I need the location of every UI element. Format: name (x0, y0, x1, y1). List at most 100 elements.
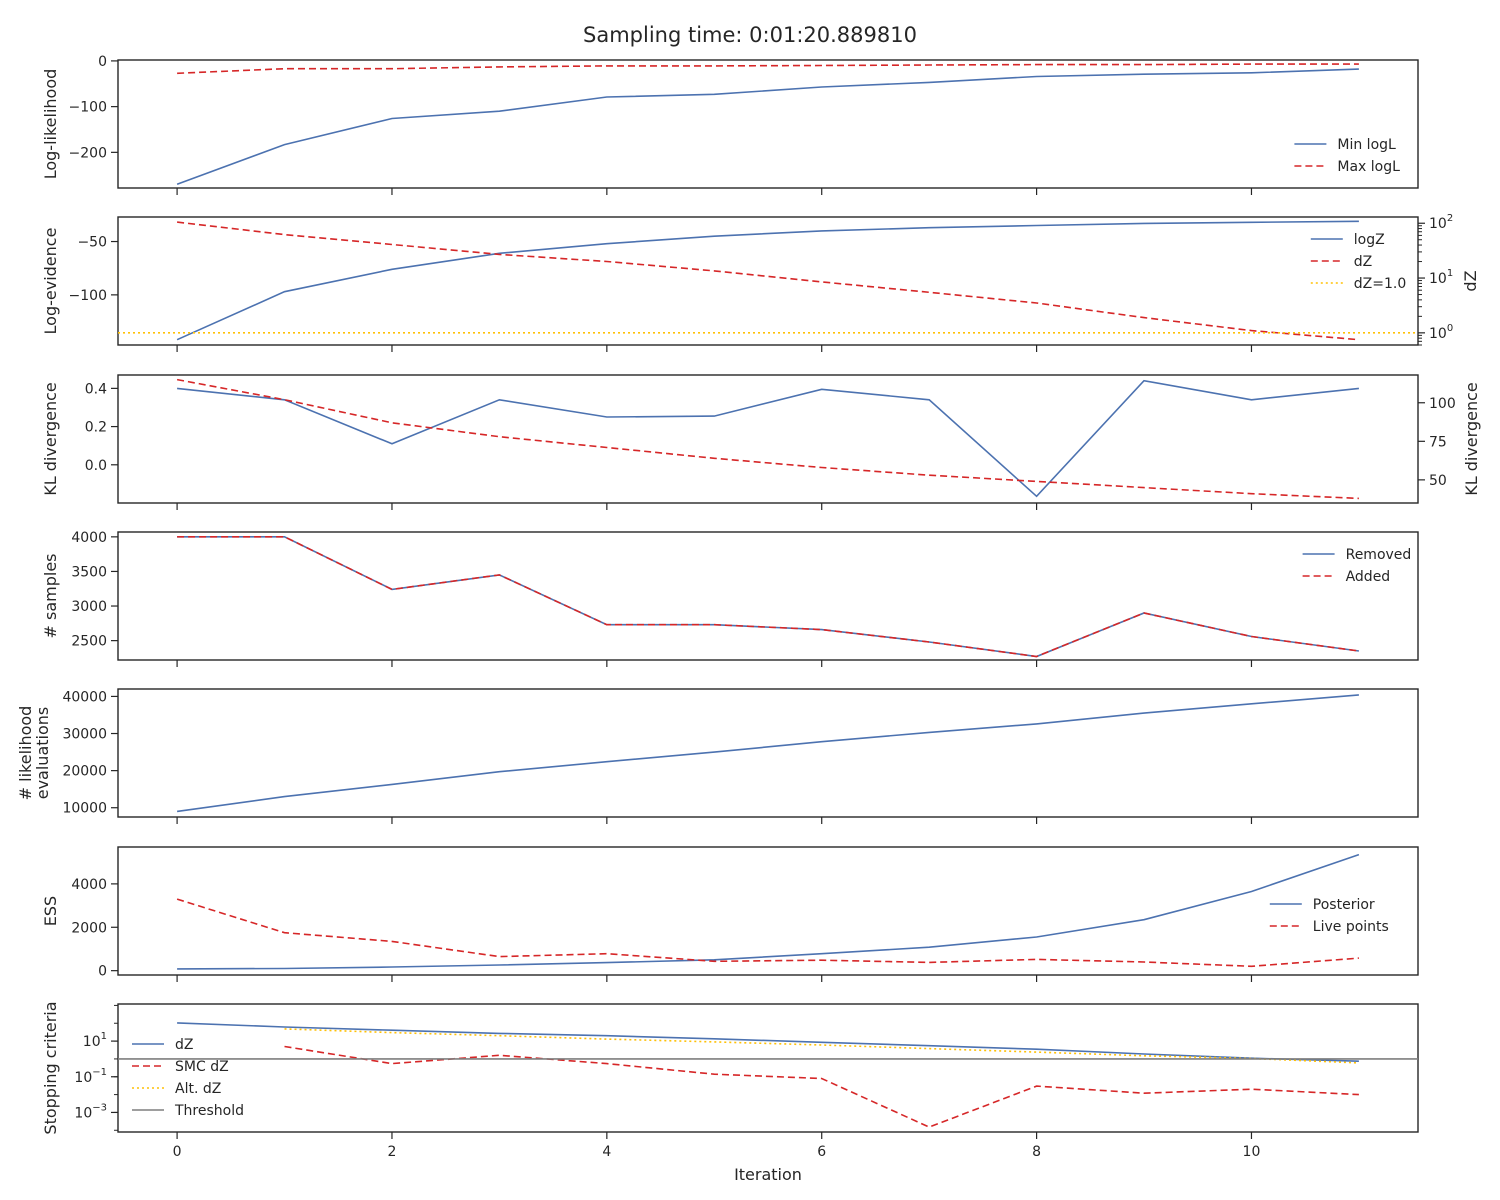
x-tick-label: 6 (817, 1144, 826, 1160)
y-axis-label: Stopping criteria (41, 1001, 60, 1134)
panel-3: 0.4 0.2 0.0 100 75 50 KL divergence KL divergen… (41, 374, 1481, 510)
x-tick-label: 8 (1032, 1144, 1041, 1160)
series-line-added (177, 535, 1360, 658)
panel-1: 0 −100 −200 Log-likelihood Min logL Max logL (41, 54, 1419, 195)
axes-frame (117, 531, 1419, 661)
x-axis-label: Iteration (734, 1165, 802, 1184)
y2-tick-label: 50 (1429, 473, 1447, 489)
y-tick-label: 0.0 (85, 458, 107, 474)
y-tick-label: 30000 (62, 727, 107, 743)
legend-label: logZ (1354, 232, 1385, 248)
series-group (176, 378, 1359, 500)
axes-frame (117, 846, 1419, 976)
legend-label: Added (1346, 569, 1391, 585)
x-tick-label: 4 (602, 1144, 611, 1160)
y-tick-label: 0.2 (85, 420, 107, 436)
y-tick-label: −200 (69, 145, 107, 161)
legend: Posterior Live points (1269, 897, 1389, 935)
y-tick-label: 0 (98, 54, 107, 70)
legend: Min logL Max logL (1294, 137, 1400, 175)
y-tick-label: 101 (83, 1031, 107, 1050)
y-axis-label: evaluations (33, 707, 52, 800)
y-tick-label: 2500 (71, 634, 107, 650)
y2-tick-label: 101 (1429, 268, 1453, 287)
series-group (118, 220, 1418, 341)
y-tick-label: 4000 (71, 530, 107, 546)
axes-frame (117, 374, 1419, 504)
series-line-dz (177, 221, 1359, 341)
y-tick-label: 0.4 (85, 381, 107, 397)
legend-label: dZ=1.0 (1354, 276, 1406, 292)
y-tick-label: 10−1 (74, 1067, 107, 1086)
y-axis-label: # likelihood (16, 706, 35, 801)
y-axis-label: ESS (41, 896, 60, 926)
y2-tick-label: 102 (1429, 213, 1453, 232)
legend: logZ dZ dZ=1.0 (1310, 232, 1406, 292)
series-line-removed (177, 535, 1360, 658)
y-tick-label: 10000 (62, 801, 107, 817)
y-tick-label: −100 (69, 100, 107, 116)
panel-6: 4000 2000 0 ESS Posterior Live points (41, 846, 1419, 982)
series-line-live-points (176, 898, 1359, 968)
axes-frame (117, 1003, 1419, 1133)
series-line-smc-dz (284, 1045, 1359, 1128)
series-line-panel3-0 (177, 379, 1359, 498)
legend-label: Min logL (1337, 137, 1396, 153)
y-tick-label: −100 (69, 288, 107, 304)
y-tick-label: 40000 (62, 689, 107, 705)
panel-7: 0 2 4 6 8 10 101 10−1 10−3 Stopping criteria dZ SMC… (41, 1001, 1419, 1160)
panel-2: −50 −100 100 101 102 dZ Log-evidence logZ dZ dZ=1… (41, 213, 1480, 352)
legend: dZ SMC dZ Alt. dZ Threshold (132, 1037, 244, 1119)
series-group (176, 63, 1359, 186)
series-line-min-logl (176, 68, 1359, 186)
y2-tick-label: 75 (1429, 434, 1447, 450)
series-line-alt-dz (284, 1028, 1359, 1064)
series-group (176, 853, 1360, 970)
legend-label: Max logL (1337, 159, 1400, 175)
axes-frame (117, 59, 1419, 189)
legend-label: dZ (175, 1037, 193, 1053)
x-tick-label: 2 (388, 1144, 397, 1160)
legend-label: Alt. dZ (175, 1081, 221, 1097)
axes-frame (117, 688, 1419, 818)
series-group (176, 694, 1359, 813)
y2-axis-label: KL divergence (1462, 382, 1481, 495)
series-line-dz (177, 1022, 1359, 1062)
y-tick-label: 10−3 (74, 1102, 107, 1121)
series-group (177, 535, 1360, 658)
series-line-panel3-1 (176, 378, 1359, 500)
y-tick-label: 3000 (71, 599, 107, 615)
y-tick-label: 4000 (71, 877, 107, 893)
figure-title: Sampling time: 0:01:20.889810 (583, 23, 917, 47)
y-tick-label: −50 (77, 235, 107, 251)
axes-frame (117, 216, 1419, 346)
legend-label: Posterior (1313, 897, 1375, 913)
y-axis-label: KL divergence (41, 382, 60, 495)
y-axis-label: Log-evidence (41, 228, 60, 335)
series-line-max-logl (177, 63, 1359, 75)
panels: 0 −100 −200 Log-likelihood Min logL Max logL −… (16, 54, 1481, 1160)
y2-tick-label: 100 (1429, 396, 1456, 412)
y2-axis-label: dZ (1461, 270, 1480, 291)
legend-label: dZ (1354, 254, 1372, 270)
series-group (118, 1022, 1418, 1128)
series-line-panel5-0 (176, 694, 1359, 813)
legend-label: SMC dZ (175, 1059, 229, 1075)
legend-label: Removed (1346, 547, 1412, 563)
y-tick-label: 20000 (62, 764, 107, 780)
y-axis-label: Log-likelihood (41, 69, 60, 180)
x-tick-label: 10 (1243, 1144, 1261, 1160)
legend: Removed Added (1302, 547, 1412, 585)
y-tick-label: 0 (98, 964, 107, 980)
y-tick-label: 2000 (71, 920, 107, 936)
y2-tick-label: 100 (1429, 323, 1453, 342)
legend-label: Live points (1313, 919, 1389, 935)
y-axis-label: # samples (41, 554, 60, 639)
panel-5: 40000 30000 20000 10000 # likelihoodevaluati… (16, 688, 1419, 824)
legend-label: Threshold (174, 1103, 244, 1119)
y-tick-label: 3500 (71, 564, 107, 580)
panel-4: 4000 3500 3000 2500 # samples Removed Added (41, 530, 1419, 667)
series-line-posterior (177, 853, 1360, 970)
series-line-logz (176, 220, 1359, 341)
